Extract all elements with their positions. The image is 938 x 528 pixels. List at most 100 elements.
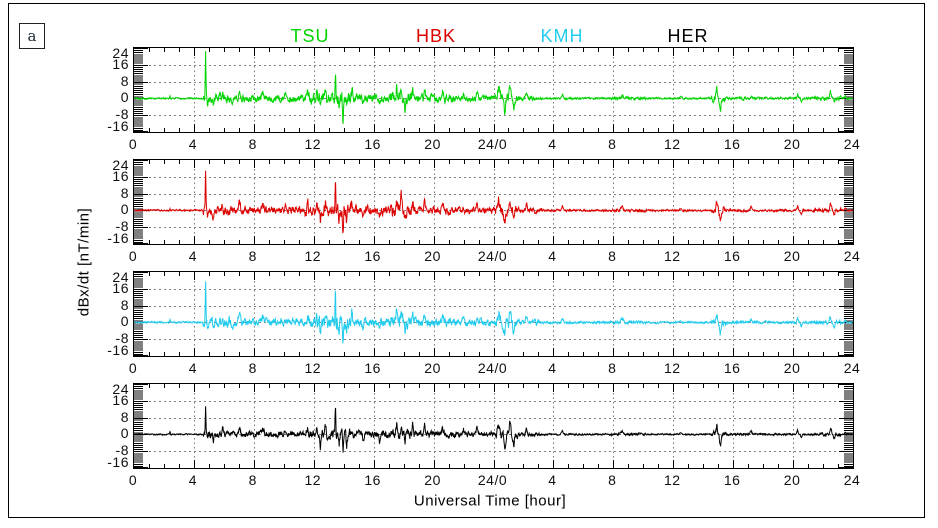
- x-minor-tick: [343, 272, 345, 276]
- x-minor-tick: [178, 384, 180, 388]
- y-major-tick: [134, 339, 148, 341]
- x-minor-tick: [748, 464, 750, 468]
- y-tick-label: 0: [120, 89, 129, 106]
- x-minor-tick: [748, 128, 750, 132]
- x-minor-tick: [463, 240, 465, 244]
- x-tick-label: 16: [364, 360, 381, 376]
- gridline-vertical: [673, 160, 675, 244]
- gridline-vertical: [613, 272, 615, 356]
- x-minor-tick: [508, 240, 510, 244]
- x-minor-tick: [148, 464, 150, 468]
- x-minor-tick: [808, 160, 810, 164]
- x-minor-tick: [418, 160, 420, 164]
- x-minor-tick: [823, 464, 825, 468]
- y-major-tick: [134, 48, 148, 49]
- x-minor-tick: [268, 464, 270, 468]
- x-minor-tick: [298, 464, 300, 468]
- gridline-horizontal: [134, 305, 853, 307]
- x-minor-tick: [598, 464, 600, 468]
- x-minor-tick: [748, 272, 750, 276]
- x-minor-tick: [403, 352, 405, 356]
- x-tick-label: 16: [723, 360, 741, 376]
- x-minor-tick: [628, 48, 630, 52]
- gridline-vertical: [553, 384, 555, 468]
- x-major-tick: [373, 48, 375, 56]
- y-tick-label: 8: [120, 296, 129, 313]
- x-tick-label: 0: [128, 360, 138, 376]
- x-minor-tick: [178, 128, 180, 132]
- x-minor-tick: [538, 48, 540, 52]
- x-major-tick: [733, 384, 735, 392]
- x-minor-tick: [703, 272, 705, 276]
- x-minor-tick: [643, 160, 645, 164]
- x-major-tick: [193, 384, 195, 392]
- x-minor-tick: [268, 128, 270, 132]
- y-major-tick: [839, 417, 853, 419]
- x-tick-label: 20: [783, 360, 801, 376]
- x-tick-label: 20: [424, 248, 441, 264]
- x-minor-tick: [703, 464, 705, 468]
- x-tick-label: 24: [843, 248, 861, 264]
- x-minor-tick: [283, 464, 285, 468]
- x-minor-tick: [223, 48, 225, 52]
- x-minor-tick: [508, 48, 510, 52]
- subfigure-label-box: a: [19, 23, 45, 49]
- x-minor-tick: [598, 272, 600, 276]
- x-minor-tick: [463, 48, 465, 52]
- x-minor-tick: [718, 352, 720, 356]
- gridline-horizontal: [134, 227, 853, 229]
- x-minor-tick: [478, 128, 480, 132]
- x-minor-tick: [718, 160, 720, 164]
- gridline-vertical: [793, 384, 795, 468]
- trace-hbk: [134, 170, 853, 234]
- x-major-tick: [253, 160, 255, 168]
- x-minor-tick: [208, 464, 210, 468]
- x-minor-tick: [718, 272, 720, 276]
- x-minor-tick: [643, 272, 645, 276]
- x-minor-tick: [823, 272, 825, 276]
- x-minor-tick: [448, 128, 450, 132]
- x-minor-tick: [403, 128, 405, 132]
- x-major-tick: [373, 236, 375, 244]
- x-minor-tick: [163, 160, 165, 164]
- x-axis-label: Universal Time [hour]: [413, 492, 567, 510]
- x-major-tick: [253, 272, 255, 280]
- x-minor-tick: [238, 352, 240, 356]
- y-major-tick: [839, 81, 853, 83]
- x-minor-tick: [748, 384, 750, 388]
- x-major-tick: [433, 236, 435, 244]
- x-minor-tick: [328, 352, 330, 356]
- x-major-tick: [433, 348, 435, 356]
- x-major-tick: [493, 48, 495, 56]
- x-minor-tick: [448, 48, 450, 52]
- gridline-vertical: [373, 48, 375, 132]
- x-minor-tick: [808, 464, 810, 468]
- x-minor-tick: [163, 48, 165, 52]
- x-tick-label: 12: [304, 360, 322, 376]
- x-minor-tick: [223, 272, 225, 276]
- x-minor-tick: [598, 240, 600, 244]
- x-tick-label: 8: [248, 360, 257, 376]
- x-minor-tick: [763, 272, 765, 276]
- x-minor-tick: [823, 240, 825, 244]
- x-major-tick: [673, 272, 675, 280]
- y-major-tick: [134, 355, 148, 356]
- x-minor-tick: [343, 384, 345, 388]
- x-minor-tick: [178, 160, 180, 164]
- x-minor-tick: [448, 272, 450, 276]
- x-minor-tick: [268, 272, 270, 276]
- gridline-horizontal: [134, 451, 853, 453]
- x-minor-tick: [163, 240, 165, 244]
- x-minor-tick: [148, 240, 150, 244]
- x-minor-tick: [658, 352, 660, 356]
- x-minor-tick: [403, 384, 405, 388]
- x-minor-tick: [688, 352, 690, 356]
- x-minor-tick: [418, 352, 420, 356]
- x-minor-tick: [343, 240, 345, 244]
- x-tick-label: 0: [128, 136, 138, 152]
- y-major-tick: [839, 272, 853, 273]
- y-major-tick: [839, 322, 853, 324]
- x-major-tick: [493, 384, 495, 392]
- x-minor-tick: [418, 48, 420, 52]
- x-minor-tick: [208, 352, 210, 356]
